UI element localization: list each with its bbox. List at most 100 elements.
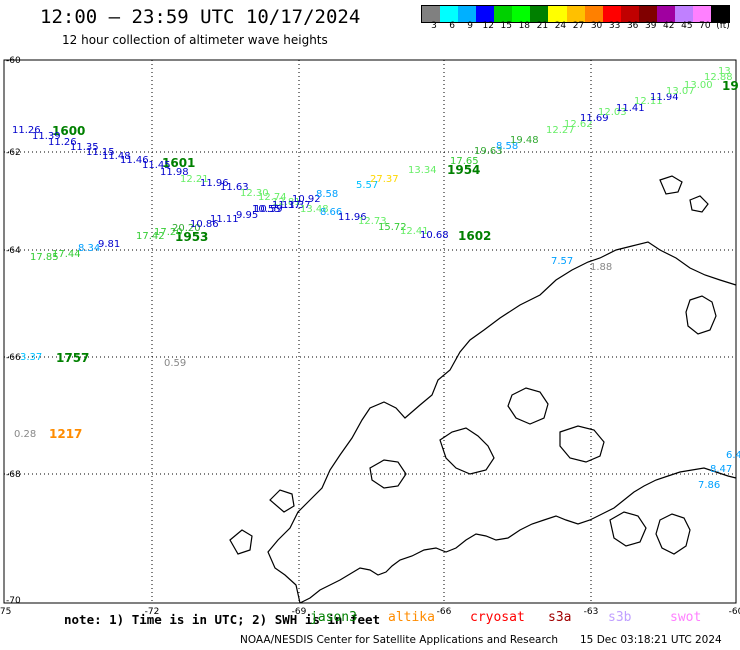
wave-height-value: 11.46 [120, 155, 149, 166]
wave-height-value: 0.59 [164, 358, 186, 369]
axis-labels: -60 -62 -64 -66 -68 -70-75 -72 -69 -66 -63 -60 [0, 56, 740, 617]
wave-height-value: 11.35 [70, 142, 99, 153]
wave-height-value: 11.37 [282, 200, 311, 211]
wave-height-value: 8.34 [78, 243, 100, 254]
wave-height-value: 7.57 [551, 256, 573, 267]
color-tick-label: 30 [590, 21, 603, 31]
color-tick-label: (ft) [716, 21, 730, 31]
color-swatch [476, 6, 495, 22]
color-tick-label: 70 [699, 21, 711, 31]
track-id-label: 1601 [162, 156, 195, 170]
wave-height-value: 17.85 [30, 252, 59, 263]
longitude-label: -72 [145, 607, 160, 617]
color-swatch [566, 6, 585, 22]
color-swatch [656, 6, 675, 22]
latitude-label: -70 [6, 596, 21, 606]
track-id-label: 1757 [56, 351, 89, 365]
wave-height-value: 10.59 [254, 204, 283, 215]
wave-height-value: 11.45 [142, 160, 171, 171]
wave-height-value: 10.68 [420, 230, 449, 241]
color-tick-label: 21 [536, 21, 549, 31]
wave-height-value: 11.69 [580, 113, 609, 124]
latitude-label: -64 [6, 246, 21, 256]
wave-height-value: 11.48 [102, 151, 131, 162]
coastline [229, 175, 737, 604]
map-frame [3, 59, 737, 604]
wave-height-value: 11.63 [220, 182, 249, 193]
longitude-label: -69 [292, 607, 307, 617]
graticule [4, 60, 736, 603]
wave-height-value: 9.81 [98, 239, 120, 250]
track-id-label: 1600 [52, 124, 85, 138]
wave-height-value: 17.20 [154, 227, 183, 238]
wave-height-value: 8.58 [316, 189, 338, 200]
wave-height-value: 5.57 [356, 180, 378, 191]
wave-height-value: 9.95 [236, 210, 258, 221]
track-id-label: 1217 [49, 427, 82, 441]
track-id-label: 1602 [458, 229, 491, 243]
wave-height-value: 12.41 [400, 226, 429, 237]
wave-height-value: 19.63 [474, 146, 503, 157]
footer-timestamp: 15 Dec 03:18:21 UTC 2024 [580, 634, 722, 646]
satellite-legend-item: jason3 [310, 610, 357, 625]
color-swatch [512, 6, 531, 22]
longitude-label: -60 [729, 607, 740, 617]
wave-height-value: 20.20 [172, 223, 201, 234]
wave-height-value: 17.65 [450, 156, 479, 167]
track-id-label: 1953 [175, 230, 208, 244]
wave-height-value: 8.58 [496, 141, 518, 152]
color-scale-bar [421, 5, 730, 23]
color-swatch [602, 6, 621, 22]
track-labels: 1600 1601 1953 1954 1602 19 1757 1217 [49, 79, 739, 441]
wave-height-value: 11.98 [160, 167, 189, 178]
wave-height-value: 11.11 [210, 214, 239, 225]
color-swatch [494, 6, 513, 22]
color-swatch [422, 6, 441, 22]
color-tick-label: 12 [482, 21, 494, 31]
wave-height-value: 12.03 [598, 107, 627, 118]
wave-height-value: 13.34 [408, 165, 437, 176]
longitude-label: -63 [584, 607, 599, 617]
wave-height-value: 11.15 [86, 147, 115, 158]
wave-height-value: 11.37 [272, 200, 301, 211]
satellite-legend-item: cryosat [470, 610, 525, 625]
longitude-label: -66 [437, 607, 452, 617]
color-swatch [692, 6, 711, 22]
wave-height-value: 12.62 [564, 119, 593, 130]
satellite-legend: jason3 altika cryosat s3a s3b swot [0, 610, 740, 628]
note-text: note: 1) Time is in UTC; 2) SWH is in fe… [64, 612, 381, 627]
wave-height-value: 7.86 [698, 480, 720, 491]
satellite-legend-item: s3b [608, 610, 632, 625]
color-tick-label: 18 [518, 21, 531, 31]
wave-height-value: 13.48 [300, 204, 329, 215]
color-swatch [584, 6, 603, 22]
satellite-legend-item: swot [670, 610, 702, 625]
wave-height-value: 12.81 [272, 197, 301, 208]
color-swatch [548, 6, 567, 22]
wave-height-value: 12.73 [358, 216, 387, 227]
wave-height-value: 13.07 [666, 86, 695, 97]
satellite-legend-item: altika [388, 610, 435, 625]
color-tick-label: 3 [431, 21, 437, 31]
color-tick-label: 33 [608, 21, 621, 31]
satellite-legend-item: s3a [548, 610, 572, 625]
wave-height-value: 11.96 [338, 212, 367, 223]
color-swatch [638, 6, 657, 22]
wave-height-value: 19.48 [510, 135, 539, 146]
latitude-label: -68 [6, 470, 21, 480]
color-swatch [440, 6, 459, 22]
wave-height-value: 8.66 [320, 207, 342, 218]
color-swatch [458, 6, 477, 22]
wave-height-value: 12.88 [704, 72, 733, 83]
track-id-label: 1954 [447, 163, 480, 177]
color-swatch [674, 6, 693, 22]
wave-height-value: 8.47 [710, 464, 732, 475]
latitude-label: -66 [6, 353, 21, 363]
wave-height-value: 1.88 [590, 262, 612, 273]
wave-height-value: 15.72 [378, 222, 407, 233]
longitude-label: -75 [0, 607, 11, 617]
color-swatch [530, 6, 549, 22]
color-tick-label: 24 [554, 21, 567, 31]
wave-height-value: 12.11 [634, 96, 663, 107]
